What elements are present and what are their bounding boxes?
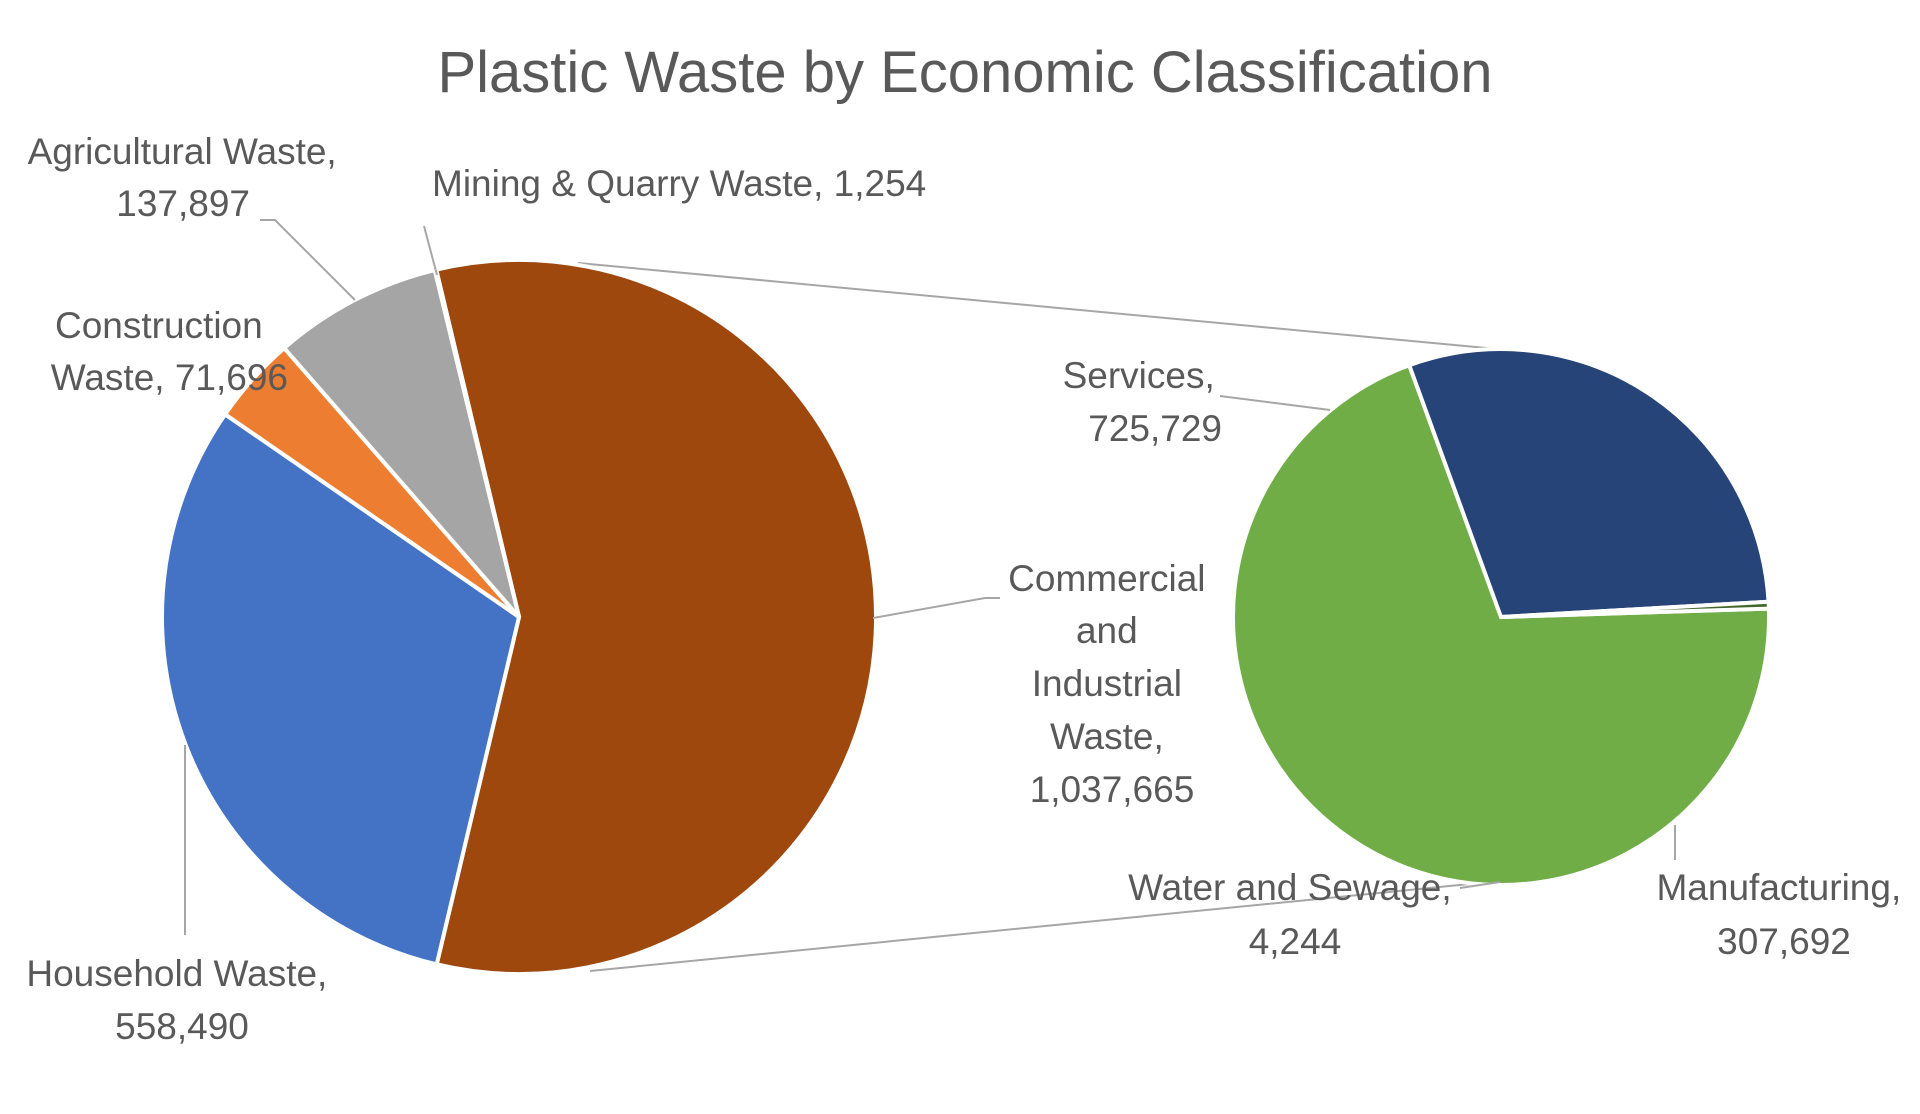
- chart-title: Plastic Waste by Economic Classification: [437, 40, 1492, 105]
- secondary-pie-slice-water-and-sewage: [1500, 599, 1771, 619]
- leader-line-commercial: [872, 597, 1000, 619]
- leader-line-agricultural: [260, 219, 356, 301]
- leader-line-mining: [423, 225, 438, 276]
- data-label-services: Services, 725,729: [1063, 355, 1225, 449]
- data-label-water-line2: 4,244: [1249, 921, 1342, 962]
- data-label-commercial-line2: and: [1076, 610, 1138, 651]
- secondary-pie: [1231, 347, 1771, 887]
- secondary-pie-slice-services: [1231, 362, 1771, 887]
- data-label-commercial-line1: Commercial: [1008, 558, 1205, 599]
- data-label-commercial: Commercial and Industrial Waste, 1,037,6…: [1008, 558, 1216, 810]
- data-label-agricultural-line2: 137,897: [116, 183, 250, 224]
- data-label-manufacturing: Manufacturing, 307,692: [1656, 867, 1911, 962]
- data-label-water: Water and Sewage, 4,244: [1128, 867, 1462, 962]
- data-label-commercial-line4: Waste,: [1050, 716, 1164, 757]
- data-label-manufacturing-line1: Manufacturing,: [1656, 867, 1901, 908]
- data-label-manufacturing-line2: 307,692: [1717, 921, 1851, 962]
- data-label-agricultural: Agricultural Waste, 137,897: [28, 131, 347, 224]
- data-label-construction: Construction Waste, 71,696: [51, 305, 288, 398]
- data-label-construction-line1: Construction: [55, 305, 263, 346]
- data-label-household-line2: 558,490: [115, 1006, 249, 1047]
- data-label-services-line1: Services,: [1063, 355, 1215, 396]
- secondary-pie-slice-manufacturing: [1406, 347, 1771, 620]
- connector-line-bottom: [589, 879, 1511, 972]
- data-label-agricultural-line1: Agricultural Waste,: [28, 131, 337, 172]
- connector-line-top: [577, 262, 1498, 350]
- data-label-household: Household Waste, 558,490: [26, 953, 337, 1047]
- leader-line-services: [1219, 395, 1331, 411]
- data-label-household-line1: Household Waste,: [26, 953, 327, 994]
- data-label-water-line1: Water and Sewage,: [1128, 867, 1452, 908]
- leader-line-water: [1459, 881, 1501, 889]
- data-label-construction-line2: Waste, 71,696: [51, 357, 288, 398]
- data-label-commercial-line5: 1,037,665: [1030, 769, 1195, 810]
- data-label-mining: Mining & Quarry Waste, 1,254: [432, 163, 926, 204]
- data-label-services-line2: 725,729: [1088, 408, 1222, 449]
- data-label-commercial-line3: Industrial: [1032, 663, 1182, 704]
